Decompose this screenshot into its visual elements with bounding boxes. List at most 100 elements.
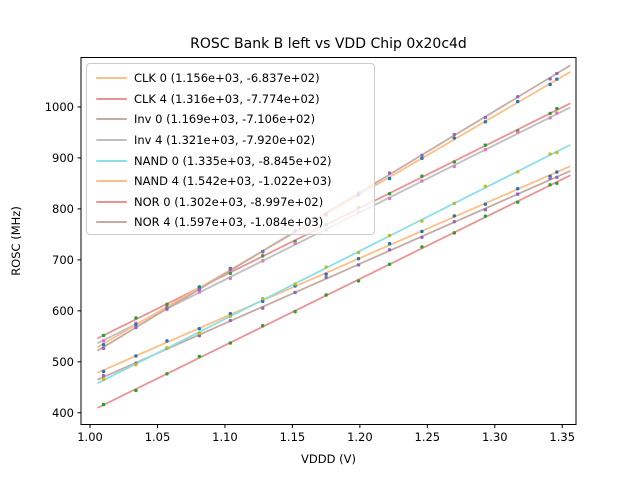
data-point <box>516 200 520 204</box>
legend-item-label: Inv 0 (1.169e+03, -7.106e+02) <box>134 112 316 127</box>
data-point <box>134 325 138 330</box>
data-point <box>101 333 106 338</box>
data-point <box>387 196 392 201</box>
data-point <box>452 219 457 224</box>
data-point <box>420 174 424 178</box>
data-point <box>548 111 552 116</box>
data-point <box>452 231 457 235</box>
data-point <box>452 164 457 169</box>
data-point <box>516 192 520 196</box>
data-point <box>452 160 457 164</box>
data-point <box>420 229 424 234</box>
data-point <box>420 153 424 158</box>
data-point <box>261 259 265 263</box>
data-point <box>548 183 552 187</box>
legend-line-swatch <box>96 200 127 203</box>
data-point <box>261 254 265 258</box>
data-point <box>228 341 233 345</box>
data-point <box>555 106 559 111</box>
axes-frame <box>80 57 577 425</box>
data-point <box>165 372 169 376</box>
y-tick-label: 600 <box>52 304 74 318</box>
data-point <box>356 250 361 255</box>
data-point <box>548 152 552 156</box>
data-point <box>555 170 559 174</box>
data-point <box>420 235 424 240</box>
data-point <box>101 346 106 351</box>
fit-line <box>97 165 571 374</box>
data-point <box>548 116 552 120</box>
data-point <box>101 373 106 378</box>
data-point <box>387 242 392 246</box>
data-point <box>293 282 297 286</box>
y-tick-label: 500 <box>52 355 74 369</box>
data-point <box>324 272 328 276</box>
data-point <box>197 354 202 359</box>
data-point <box>555 181 559 186</box>
data-point <box>548 176 552 181</box>
data-point <box>387 262 392 266</box>
data-point <box>420 245 424 249</box>
legend-item: NOR 4 (1.597e+03, -1.084e+03) <box>96 212 374 233</box>
data-point <box>483 208 488 212</box>
data-point <box>555 150 559 155</box>
data-point <box>387 176 392 181</box>
y-tick-label: 700 <box>52 253 74 267</box>
data-point <box>555 111 559 115</box>
data-point <box>483 143 488 147</box>
x-tick-label: 1.10 <box>212 430 238 444</box>
legend-line-swatch <box>96 77 127 80</box>
data-point <box>293 241 297 245</box>
data-point <box>228 318 233 323</box>
data-point <box>261 306 265 310</box>
fit-line <box>97 144 571 384</box>
data-point <box>548 82 552 87</box>
legend-line-swatch <box>96 139 127 142</box>
data-point <box>555 175 559 179</box>
y-tick-label: 800 <box>52 202 74 216</box>
data-point <box>516 170 520 174</box>
fit-line <box>97 170 571 381</box>
data-point <box>452 201 457 206</box>
y-tick-label: 1000 <box>45 100 74 114</box>
data-point <box>228 312 233 316</box>
data-point <box>483 115 488 120</box>
y-axis-label: ROSC (MHz) <box>9 206 23 276</box>
legend-item: Inv 0 (1.169e+03, -7.106e+02) <box>96 109 374 130</box>
data-point <box>134 388 138 393</box>
data-point <box>228 276 233 281</box>
data-point <box>387 233 392 238</box>
data-point <box>101 339 106 343</box>
data-point <box>165 302 169 307</box>
x-tick-label: 1.25 <box>415 430 441 444</box>
legend-item: CLK 4 (1.316e+03, -7.774e+02) <box>96 89 374 110</box>
data-point <box>387 171 392 175</box>
legend-item: NAND 4 (1.542e+03, -1.022e+03) <box>96 171 374 192</box>
legend-item-label: NOR 4 (1.597e+03, -1.084e+03) <box>134 215 324 230</box>
data-point <box>324 293 328 297</box>
data-point <box>261 324 265 328</box>
data-point <box>261 296 265 301</box>
legend-item-label: NAND 0 (1.335e+03, -8.845e+02) <box>134 153 332 168</box>
data-point <box>516 99 520 104</box>
data-point <box>516 130 520 134</box>
data-point <box>293 309 297 314</box>
x-tick-label: 1.15 <box>280 430 306 444</box>
data-point <box>165 346 169 350</box>
y-tick-label: 900 <box>52 151 74 165</box>
data-point <box>387 191 392 196</box>
data-point <box>228 271 233 275</box>
legend-item-label: NOR 0 (1.302e+03, -8.997e+02) <box>134 194 324 209</box>
data-point <box>228 267 233 272</box>
data-point <box>134 322 138 327</box>
data-point <box>134 354 138 358</box>
data-point <box>261 299 265 304</box>
data-point <box>483 184 488 188</box>
chart-title: ROSC Bank B left vs VDD Chip 0x20c4d <box>190 36 467 52</box>
legend-item-label: NAND 4 (1.542e+03, -1.022e+03) <box>134 174 332 189</box>
legend-item-label: CLK 4 (1.316e+03, -7.774e+02) <box>134 91 320 106</box>
data-point <box>548 77 552 81</box>
data-point <box>516 186 520 191</box>
data-point <box>324 275 328 280</box>
